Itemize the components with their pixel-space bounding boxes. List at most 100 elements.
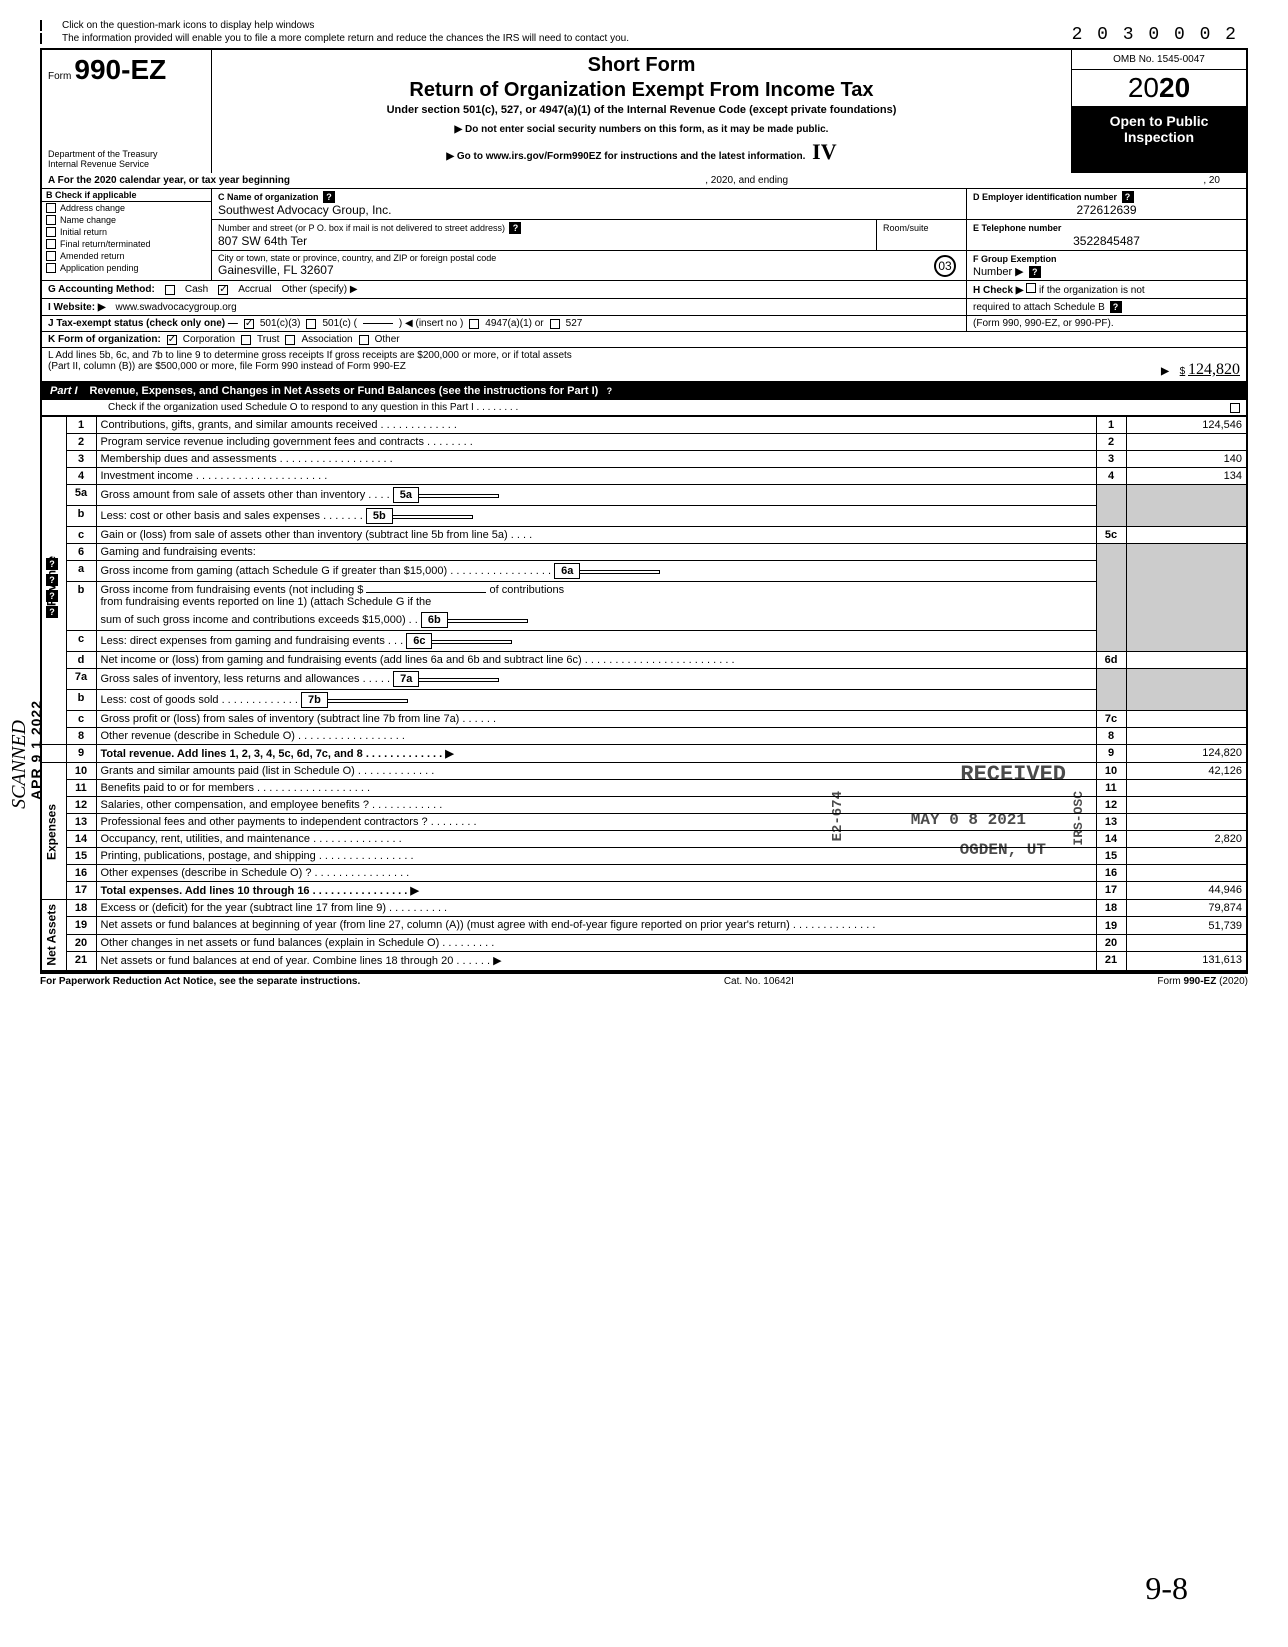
help-icon[interactable]: ? [323, 191, 335, 203]
l-2: (Part II, column (B)) are $500,000 or mo… [48, 361, 406, 379]
d: Less: cost or other basis and sales expe… [101, 510, 363, 522]
row-num: 2 [66, 434, 96, 451]
org-street: 807 SW 64th Ter [218, 234, 870, 248]
open-line-2: Inspection [1076, 129, 1242, 145]
chk-527[interactable] [550, 319, 560, 329]
help-icon[interactable]: ? [1122, 191, 1134, 203]
col-c: C Name of organization ? Southwest Advoc… [212, 189, 966, 280]
help-icon[interactable]: ? [46, 574, 58, 586]
row-idx: 6d [1096, 652, 1126, 669]
line-a-3: , 20 [1203, 175, 1220, 186]
row-val [1126, 728, 1246, 745]
row-desc: Total revenue. Add lines 1, 2, 3, 4, 5c,… [96, 745, 1096, 763]
d: Less: direct expenses from gaming and fu… [101, 635, 404, 647]
chk-address[interactable] [46, 203, 56, 213]
row-num: 19 [66, 917, 96, 934]
org-city: Gainesville, FL 32607 [218, 263, 334, 277]
row-num: 9 [66, 745, 96, 763]
d: Total expenses. Add lines 10 through 16 … [101, 885, 419, 897]
chk-final[interactable] [46, 239, 56, 249]
instr-2-text: ▶ Go to www.irs.gov/Form990EZ for instru… [446, 151, 805, 162]
row-desc: Net assets or fund balances at end of ye… [96, 952, 1096, 970]
row-num: b [66, 690, 96, 711]
stamp-received: RECEIVED [960, 762, 1066, 787]
chk-h[interactable] [1026, 283, 1036, 293]
line-gh: G Accounting Method: Cash Accrual Other … [40, 281, 1248, 299]
chk-corp[interactable] [167, 335, 177, 345]
chk-501c3[interactable] [244, 319, 254, 329]
j-label: J Tax-exempt status (check only one) — [48, 318, 238, 329]
row-desc: Gross income from gaming (attach Schedul… [96, 561, 1096, 582]
row-idx: 12 [1096, 797, 1126, 814]
chk-part1[interactable] [1230, 403, 1240, 413]
line-a-1: A For the 2020 calendar year, or tax yea… [48, 175, 290, 186]
l-1: L Add lines 5b, 6c, and 7b to line 9 to … [48, 350, 1240, 361]
row-val [1126, 652, 1246, 669]
line-k: K Form of organization: Corporation Trus… [40, 332, 1248, 348]
j-insert: ) ◀ (insert no ) [399, 318, 463, 329]
row-idx: 13 [1096, 814, 1126, 831]
j-4947: 4947(a)(1) or [485, 318, 543, 329]
shaded-cell [1126, 485, 1246, 527]
row-desc: Other revenue (describe in Schedule O) .… [96, 728, 1096, 745]
row-val [1126, 797, 1246, 814]
chk-pending[interactable] [46, 263, 56, 273]
stamp-e2674: E2-674 [830, 791, 846, 841]
d: Gross income from gaming (attach Schedul… [101, 565, 552, 577]
part1-check: Check if the organization used Schedule … [48, 402, 518, 413]
row-desc: Gross profit or (loss) from sales of inv… [96, 711, 1096, 728]
row-desc: Other changes in net assets or fund bala… [96, 934, 1096, 951]
k-assoc: Association [301, 334, 352, 345]
part1-check-line: Check if the organization used Schedule … [40, 400, 1248, 416]
org-name: Southwest Advocacy Group, Inc. [218, 203, 391, 217]
chk-accrual[interactable] [218, 285, 228, 295]
d4: sum of such gross income and contributio… [101, 614, 418, 626]
help-icon[interactable]: ? [46, 606, 58, 618]
row-val: 44,946 [1126, 882, 1246, 900]
b-opt-5: Application pending [60, 263, 139, 273]
help-icon[interactable]: ? [46, 590, 58, 602]
row-idx: 9 [1096, 745, 1126, 763]
l-dollar: $ [1180, 366, 1186, 377]
mini-idx: 6b [421, 612, 448, 628]
l-arrow: ▶ [1161, 366, 1169, 377]
chk-name[interactable] [46, 215, 56, 225]
row-val [1126, 814, 1246, 831]
omb-number: OMB No. 1545-0047 [1072, 50, 1246, 70]
chk-4947[interactable] [469, 319, 479, 329]
chk-501c[interactable] [306, 319, 316, 329]
row-idx: 15 [1096, 848, 1126, 865]
row-num: a [66, 561, 96, 582]
mini-idx: 5b [366, 508, 393, 524]
help-icon[interactable]: ? [1029, 266, 1041, 278]
title-sub: Under section 501(c), 527, or 4947(a)(1)… [222, 104, 1061, 116]
g-other: Other (specify) ▶ [282, 284, 358, 295]
chk-amended[interactable] [46, 251, 56, 261]
help-icon[interactable]: ? [46, 558, 58, 570]
row-desc: Gross amount from sale of assets other t… [96, 485, 1096, 506]
chk-cash[interactable] [165, 285, 175, 295]
chk-assoc[interactable] [285, 335, 295, 345]
row-idx: 8 [1096, 728, 1126, 745]
i-label: I Website: ▶ [48, 302, 106, 313]
header-left: Form 990-EZ Department of the Treasury I… [42, 50, 212, 173]
row-val [1126, 780, 1246, 797]
mini-idx: 7a [393, 671, 419, 687]
help-icon[interactable]: ? [603, 385, 615, 397]
circled-03: 03 [934, 255, 956, 277]
d: Gross sales of inventory, less returns a… [101, 673, 391, 685]
row-val [1126, 865, 1246, 882]
l-value: 124,820 [1188, 361, 1240, 378]
help-icon[interactable]: ? [509, 222, 521, 234]
k-trust: Trust [257, 334, 279, 345]
chk-initial[interactable] [46, 227, 56, 237]
shaded-cell [1096, 544, 1126, 652]
mini-val [393, 515, 473, 519]
footer-1: For Paperwork Reduction Act Notice, see … [40, 976, 360, 987]
d3: from fundraising events reported on line… [101, 596, 432, 608]
row-idx: 3 [1096, 451, 1126, 468]
chk-trust[interactable] [241, 335, 251, 345]
help-icon[interactable]: ? [1110, 301, 1122, 313]
chk-k-other[interactable] [359, 335, 369, 345]
row-desc: Net income or (loss) from gaming and fun… [96, 652, 1096, 669]
